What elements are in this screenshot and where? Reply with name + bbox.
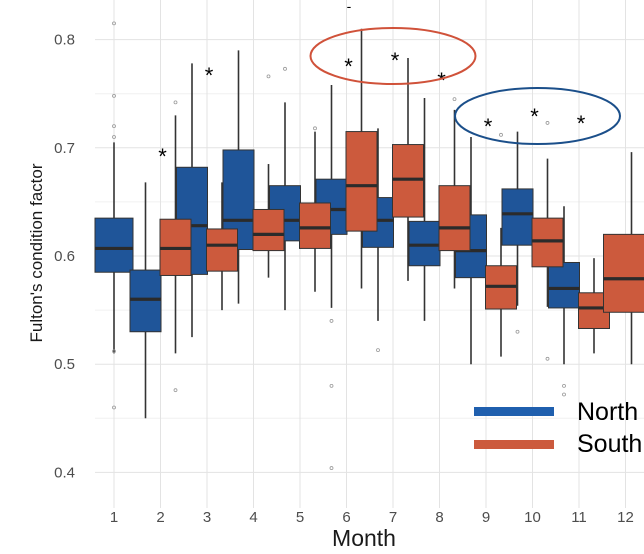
outlier-point — [562, 392, 566, 397]
top-mark: - — [347, 0, 352, 14]
outlier-point — [452, 97, 457, 102]
box-body — [501, 188, 534, 246]
significance-star: * — [530, 104, 539, 129]
significance-star: * — [484, 114, 493, 139]
x-tick-label: 12 — [617, 509, 634, 526]
outlier-point — [376, 348, 380, 353]
outlier-point — [562, 383, 566, 388]
box-south-month-9 — [485, 132, 517, 357]
outlier-point — [112, 405, 116, 410]
significance-star: * — [205, 63, 214, 88]
outlier-point — [112, 21, 116, 26]
legend-label-north: North — [577, 398, 638, 426]
outlier-point — [313, 126, 317, 131]
outlier-point — [112, 124, 116, 129]
significance-star: * — [344, 54, 353, 79]
x-tick-label: 3 — [203, 509, 211, 526]
box-body — [94, 217, 134, 273]
box-body — [129, 269, 162, 333]
box-north-month-2 — [129, 182, 162, 419]
x-tick-label: 7 — [389, 509, 397, 526]
outlier-point — [499, 132, 503, 137]
y-tick-label: 0.4 — [54, 464, 75, 481]
outlier-point — [266, 74, 271, 79]
x-tick-label: 11 — [571, 509, 587, 526]
outlier-point — [515, 329, 520, 334]
box-north-month-1 — [94, 21, 134, 410]
x-tick-label: 6 — [342, 509, 350, 526]
x-tick-label: 10 — [524, 509, 541, 526]
box-south-month-6 — [345, 28, 378, 289]
box-north-month-10 — [501, 131, 534, 334]
outlier-point — [329, 319, 334, 323]
significance-star: * — [437, 68, 446, 93]
y-tick-label: 0.5 — [54, 356, 75, 373]
box-south-month-5 — [299, 126, 331, 292]
outlier-point — [545, 356, 550, 361]
box-body — [252, 208, 285, 252]
x-tick-label: 2 — [156, 509, 164, 526]
y-axis-title: Fulton's condition factor — [27, 163, 46, 342]
x-tick-label: 5 — [296, 509, 304, 526]
legend-label-south: South — [577, 430, 642, 458]
box-south-month-7 — [392, 57, 424, 281]
box-south-month-4 — [252, 74, 285, 278]
y-tick-label: 0.6 — [54, 248, 75, 265]
significance-star: * — [158, 144, 167, 169]
legend: North South — [474, 398, 642, 458]
box-south-month-10 — [531, 121, 564, 361]
box-south-month-8 — [438, 97, 471, 289]
outlier-point — [112, 349, 116, 354]
outlier-point — [112, 135, 116, 139]
box-body — [345, 131, 378, 232]
box-body — [408, 220, 441, 267]
legend-swatch-north — [474, 407, 554, 416]
x-tick-label: 9 — [482, 509, 490, 526]
outlier-point — [329, 466, 334, 470]
outlier-point — [112, 93, 116, 98]
box-body — [438, 185, 471, 252]
significance-star: * — [577, 111, 586, 136]
box-body — [603, 233, 644, 313]
y-tick-label: 0.8 — [54, 32, 75, 49]
highlight-ellipse — [309, 27, 477, 85]
box-south-month-3 — [206, 182, 238, 311]
annotations: * * * * * * * * — [158, 27, 621, 169]
box-body — [531, 217, 564, 268]
outlier-point — [173, 100, 178, 105]
box-series — [94, 21, 644, 470]
box-north-month-11 — [548, 206, 580, 397]
box-body — [548, 261, 580, 309]
x-tick-label: 8 — [435, 509, 443, 526]
x-axis-title: Month — [332, 525, 396, 551]
axis-ticks: 0.40.50.60.70.81 2 3 4 5 6 7 8 9 10 11 12 — [54, 32, 634, 526]
highlight-ellipse — [454, 87, 621, 145]
box-south-month-12 — [603, 152, 644, 365]
box-south-month-2 — [159, 100, 192, 393]
significance-star: * — [391, 48, 400, 73]
outlier-point — [545, 121, 550, 125]
outlier-point — [173, 388, 178, 393]
box-body — [206, 228, 238, 272]
box-body — [392, 144, 424, 218]
outlier-point — [329, 383, 334, 388]
box-body — [299, 202, 331, 249]
legend-swatch-south — [474, 440, 554, 449]
x-tick-label: 4 — [249, 509, 257, 526]
outlier-point — [283, 66, 287, 71]
x-tick-label: 1 — [110, 509, 118, 526]
y-tick-label: 0.7 — [54, 140, 75, 157]
